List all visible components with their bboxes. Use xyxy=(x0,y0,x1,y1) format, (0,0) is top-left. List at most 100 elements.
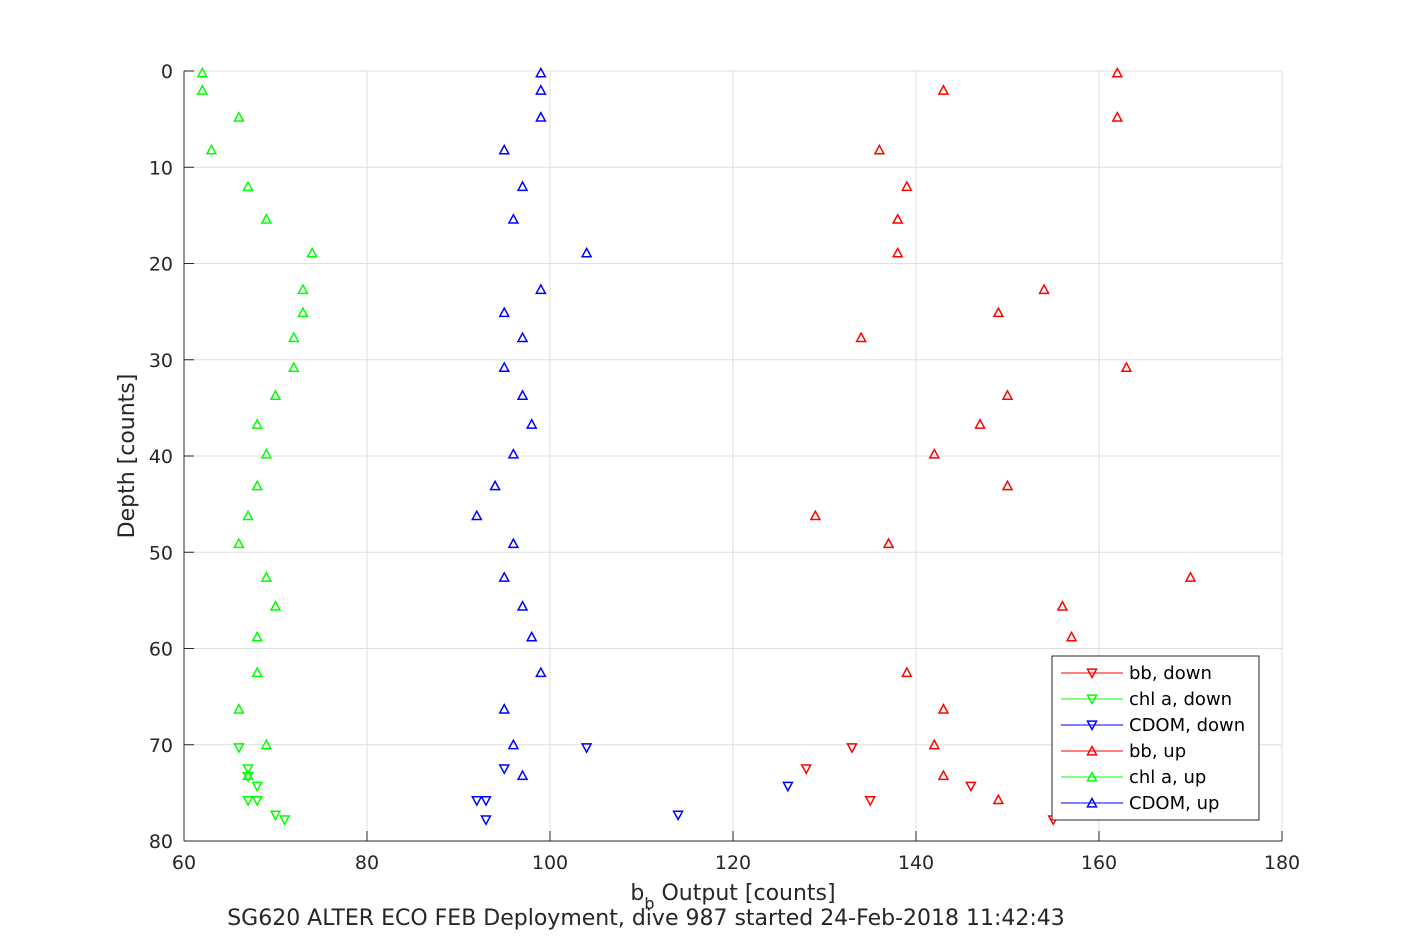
data-point xyxy=(535,66,547,78)
data-point xyxy=(992,306,1005,318)
data-point xyxy=(525,630,538,642)
y-tick-label: 40 xyxy=(149,446,173,468)
x-tick-label: 120 xyxy=(715,852,751,874)
x-axis-label-subscript: b xyxy=(644,894,654,913)
data-point xyxy=(535,666,547,678)
figure-caption: SG620 ALTER ECO FEB Deployment, dive 987… xyxy=(227,906,1065,931)
data-point xyxy=(260,213,273,224)
data-point xyxy=(937,84,950,95)
data-point xyxy=(251,418,263,429)
data-point xyxy=(288,331,300,343)
data-point xyxy=(864,796,877,807)
data-point xyxy=(498,306,511,318)
data-point xyxy=(251,479,263,491)
data-point xyxy=(498,361,511,373)
y-tick-label: 20 xyxy=(149,254,173,276)
data-point xyxy=(535,111,547,122)
legend: bb, down chl a, down CDOM, down bb, up chl a… xyxy=(1051,655,1260,821)
y-tick-label: 30 xyxy=(149,350,173,372)
x-tick-label: 60 xyxy=(172,852,196,874)
data-point xyxy=(1111,111,1124,122)
data-point xyxy=(471,509,483,521)
data-point xyxy=(306,246,318,258)
data-point xyxy=(196,84,209,95)
data-point xyxy=(507,738,520,750)
data-point xyxy=(974,418,986,429)
axes-frame xyxy=(183,70,1283,842)
data-point xyxy=(498,764,511,775)
data-point xyxy=(480,815,492,826)
data-point xyxy=(297,306,309,318)
data-point xyxy=(580,743,593,754)
x-tick-label: 160 xyxy=(1081,852,1117,874)
data-point xyxy=(516,389,529,400)
data-point xyxy=(297,283,309,295)
data-point xyxy=(251,630,263,642)
x-axis-label-rest: Output [counts] xyxy=(655,881,836,906)
data-point xyxy=(205,143,218,155)
y-axis-label: Depth [counts] xyxy=(115,374,140,539)
data-point xyxy=(525,418,538,429)
legend-label: chl a, up xyxy=(1129,767,1206,788)
legend-marker xyxy=(1086,744,1098,756)
legend-marker xyxy=(1086,668,1098,680)
y-tick-label: 80 xyxy=(149,831,173,853)
data-point xyxy=(1056,600,1069,611)
data-point xyxy=(242,764,254,775)
data-point xyxy=(1184,571,1197,582)
data-point xyxy=(260,738,273,750)
data-point xyxy=(516,180,529,192)
data-point xyxy=(278,815,291,826)
data-point xyxy=(901,180,913,192)
data-point xyxy=(516,769,529,781)
data-point xyxy=(507,213,520,224)
data-point xyxy=(901,666,913,678)
data-point xyxy=(992,793,1005,805)
data-point xyxy=(251,796,263,807)
data-point xyxy=(937,703,950,714)
x-tick-label: 140 xyxy=(898,852,934,874)
data-point xyxy=(251,666,263,678)
data-point xyxy=(471,796,483,807)
data-point xyxy=(507,447,520,459)
data-point xyxy=(535,283,547,295)
legend-label: CDOM, down xyxy=(1129,715,1245,736)
data-point xyxy=(535,84,547,95)
data-point xyxy=(480,796,492,807)
data-point xyxy=(928,738,941,750)
data-point xyxy=(1111,66,1124,78)
data-markers xyxy=(196,66,1197,826)
legend-label: bb, down xyxy=(1129,663,1212,684)
data-point xyxy=(891,213,904,224)
data-point xyxy=(233,111,245,122)
data-point xyxy=(242,796,254,807)
data-point xyxy=(498,571,511,582)
x-axis-label: bb Output [counts] xyxy=(630,881,835,913)
data-point xyxy=(233,703,245,714)
y-tick-label: 70 xyxy=(149,735,173,757)
data-point xyxy=(269,389,282,400)
data-point xyxy=(242,180,254,192)
legend-label: chl a, down xyxy=(1129,689,1232,710)
data-point xyxy=(855,331,867,343)
data-point xyxy=(965,781,977,793)
data-point xyxy=(782,781,794,793)
legend-marker xyxy=(1086,796,1098,808)
data-point xyxy=(498,143,511,155)
data-point xyxy=(882,537,895,549)
data-point xyxy=(269,810,282,822)
data-point xyxy=(672,810,684,822)
data-point xyxy=(260,571,273,582)
x-tick-label: 180 xyxy=(1264,852,1300,874)
y-tick-label: 50 xyxy=(149,542,173,564)
data-point xyxy=(507,537,520,549)
legend-marker xyxy=(1086,694,1098,706)
data-point xyxy=(251,781,263,793)
data-point xyxy=(196,66,209,78)
legend-marker xyxy=(1086,770,1098,782)
legend-marker xyxy=(1086,720,1098,732)
legend-label: bb, up xyxy=(1129,741,1186,762)
data-point xyxy=(1065,630,1078,642)
data-point xyxy=(269,600,282,611)
